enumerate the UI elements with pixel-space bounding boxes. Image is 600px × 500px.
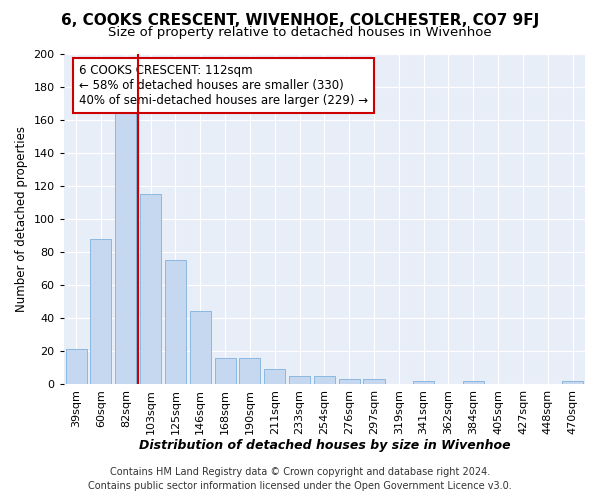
Bar <box>364 379 385 384</box>
Text: 6 COOKS CRESCENT: 112sqm
← 58% of detached houses are smaller (330)
40% of semi-: 6 COOKS CRESCENT: 112sqm ← 58% of detach… <box>79 64 368 107</box>
Bar <box>562 380 583 384</box>
X-axis label: Distribution of detached houses by size in Wivenhoe: Distribution of detached houses by size … <box>139 440 510 452</box>
Bar <box>463 380 484 384</box>
Text: Size of property relative to detached houses in Wivenhoe: Size of property relative to detached ho… <box>108 26 492 39</box>
Bar <box>413 380 434 384</box>
Text: 6, COOKS CRESCENT, WIVENHOE, COLCHESTER, CO7 9FJ: 6, COOKS CRESCENT, WIVENHOE, COLCHESTER,… <box>61 12 539 28</box>
Bar <box>239 358 260 384</box>
Y-axis label: Number of detached properties: Number of detached properties <box>15 126 28 312</box>
Bar <box>165 260 186 384</box>
Bar <box>314 376 335 384</box>
Bar <box>338 379 360 384</box>
Bar <box>264 369 285 384</box>
Bar <box>91 239 112 384</box>
Bar <box>289 376 310 384</box>
Bar <box>115 107 136 384</box>
Bar <box>140 194 161 384</box>
Bar <box>215 358 236 384</box>
Text: Contains HM Land Registry data © Crown copyright and database right 2024.
Contai: Contains HM Land Registry data © Crown c… <box>88 467 512 491</box>
Bar <box>65 350 86 384</box>
Bar <box>190 312 211 384</box>
